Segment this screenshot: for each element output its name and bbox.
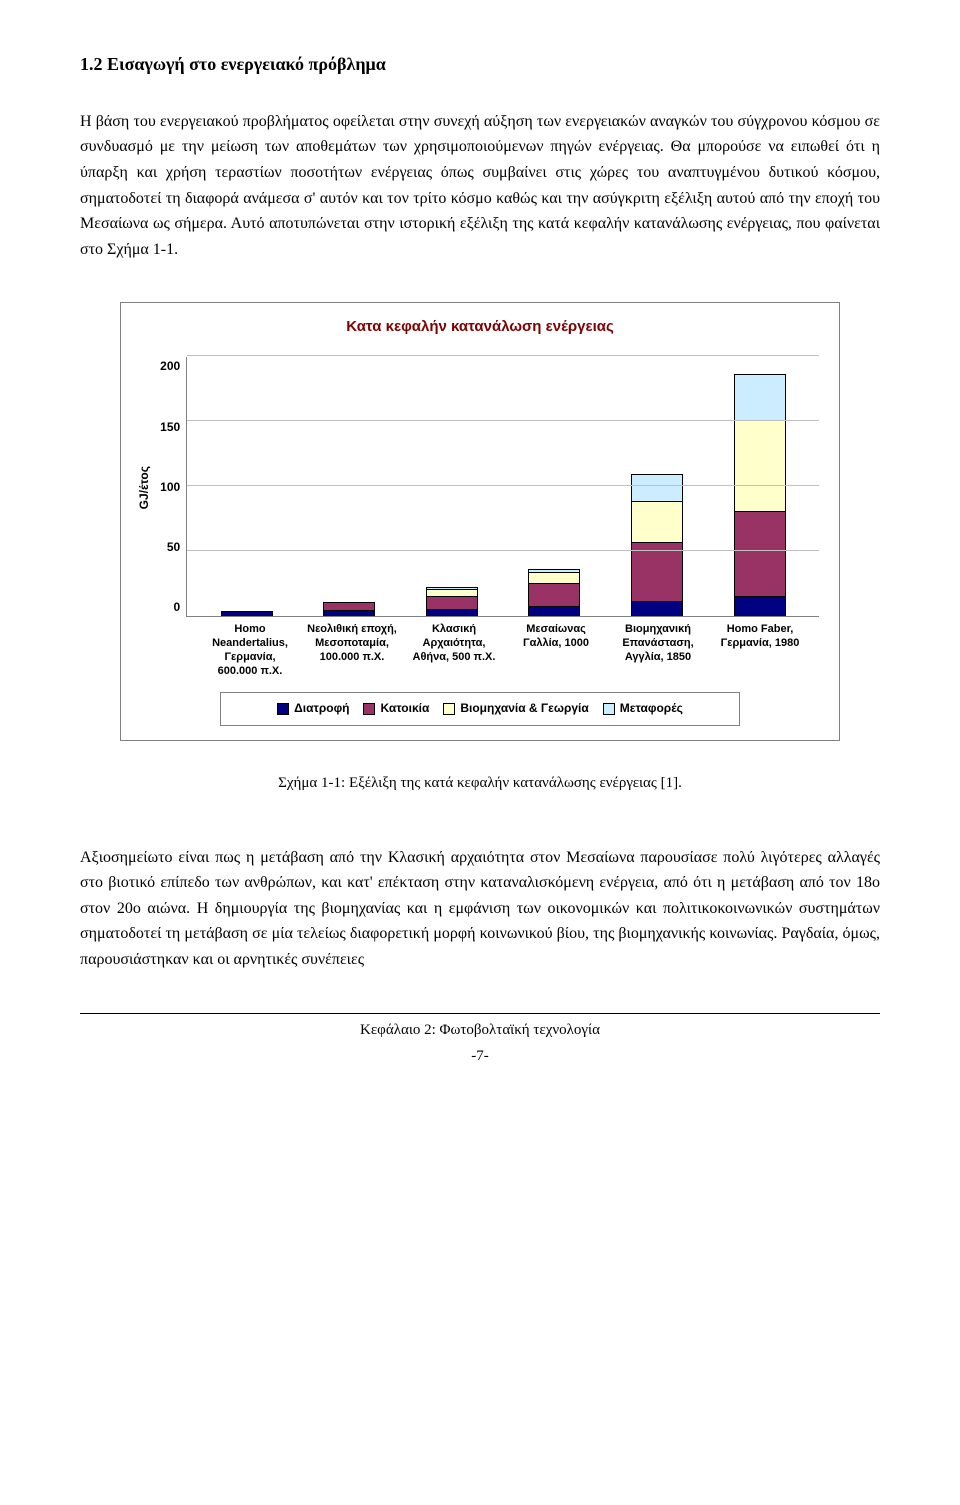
bar-segment	[632, 601, 682, 617]
legend-label: Διατροφή	[294, 699, 349, 718]
bar-stack	[426, 587, 478, 617]
footer-divider	[80, 1013, 880, 1014]
paragraph-2: Αξιοσημείωτο είναι πως η μετάβαση από τη…	[80, 845, 880, 973]
legend-item: Μεταφορές	[603, 699, 683, 718]
legend-item: Βιομηχανία & Γεωργία	[443, 699, 588, 718]
figure-1-1: Κατα κεφαλήν κατανάλωση ενέργειας GJ/έτο…	[120, 302, 840, 740]
bar-segment	[427, 596, 477, 609]
x-tick-label: Homo Faber, Γερμανία, 1980	[715, 623, 805, 678]
legend-label: Μεταφορές	[620, 699, 683, 718]
chart-container: Κατα κεφαλήν κατανάλωση ενέργειας GJ/έτο…	[120, 302, 840, 740]
y-tick: 200	[158, 357, 180, 376]
y-tick: 50	[158, 538, 180, 557]
chart-plot-row: GJ/έτος 200 150 100 50 0	[131, 357, 829, 617]
bar-segment	[427, 609, 477, 617]
legend-swatch	[363, 703, 375, 715]
legend-swatch	[277, 703, 289, 715]
section-heading: 1.2 Εισαγωγή στο ενεργειακό πρόβλημα	[80, 50, 880, 79]
y-tick: 100	[158, 478, 180, 497]
y-axis-label: GJ/έτος	[131, 466, 158, 509]
gridline	[187, 420, 819, 421]
gridline	[187, 355, 819, 356]
bar-segment	[222, 612, 272, 616]
bar-segment	[735, 596, 785, 617]
bar-stack	[631, 474, 683, 617]
figure-caption: Σχήμα 1-1: Εξέλιξη της κατά κεφαλήν κατα…	[80, 771, 880, 795]
legend-swatch	[603, 703, 615, 715]
x-axis-labels: Homo Neandertalius, Γερμανία, 600.000 π.…	[191, 617, 819, 678]
bar-segment	[324, 610, 374, 617]
bars-row	[187, 357, 819, 616]
bar-segment	[529, 572, 579, 582]
x-tick-label: Μεσαίωνας Γαλλία, 1000	[511, 623, 601, 678]
legend-item: Διατροφή	[277, 699, 349, 718]
bar-stack	[221, 611, 273, 616]
bar-stack	[734, 374, 786, 617]
x-tick-label: Κλασική Αρχαιότητα, Αθήνα, 500 π.Χ.	[409, 623, 499, 678]
x-tick-label: Homo Neandertalius, Γερμανία, 600.000 π.…	[205, 623, 295, 678]
bar-segment	[529, 583, 579, 606]
y-tick: 0	[158, 598, 180, 617]
bar-segment	[735, 511, 785, 596]
x-tick-label: Νεολιθική εποχή, Μεσοποταμία, 100.000 π.…	[307, 623, 397, 678]
bar-segment	[632, 501, 682, 543]
footer-chapter: Κεφάλαιο 2: Φωτοβολταϊκή τεχνολογία	[80, 1018, 880, 1042]
paragraph-1: Η βάση του ενεργειακού προβλήματος οφείλ…	[80, 109, 880, 263]
bar-segment	[529, 606, 579, 616]
legend-swatch	[443, 703, 455, 715]
bar-segment	[735, 420, 785, 511]
bar-segment	[735, 375, 785, 421]
chart-plot-area	[186, 357, 819, 617]
chart-title: Κατα κεφαλήν κατανάλωση ενέργειας	[131, 315, 829, 339]
legend-label: Κατοικία	[380, 699, 429, 718]
footer-page-number: -7-	[80, 1044, 880, 1068]
gridline	[187, 550, 819, 551]
x-tick-label: Βιομηχανική Επανάσταση, Αγγλία, 1850	[613, 623, 703, 678]
legend-label: Βιομηχανία & Γεωργία	[460, 699, 588, 718]
gridline	[187, 485, 819, 486]
y-tick: 150	[158, 418, 180, 437]
bar-segment	[632, 475, 682, 501]
bar-stack	[323, 602, 375, 616]
chart-legend: Διατροφή Κατοικία Βιομηχανία & Γεωργία Μετα…	[220, 692, 740, 725]
legend-item: Κατοικία	[363, 699, 429, 718]
bar-stack	[528, 569, 580, 617]
y-axis-ticks: 200 150 100 50 0	[158, 357, 186, 617]
